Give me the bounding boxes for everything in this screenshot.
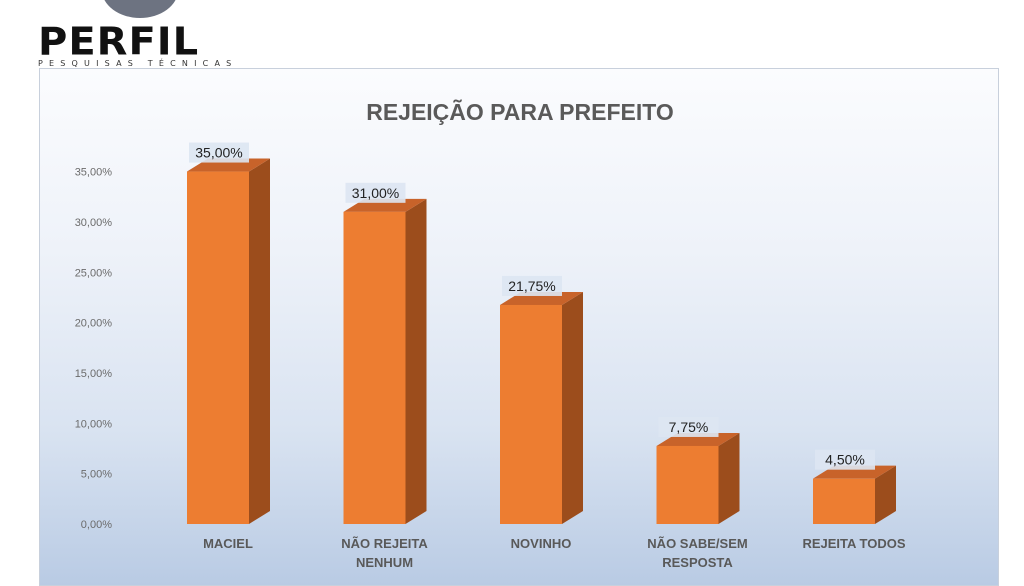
data-label-box (502, 275, 562, 296)
data-label: 21,75% (508, 278, 555, 294)
bar (656, 445, 719, 524)
category-label: NÃO REJEITA (341, 536, 428, 551)
bar (813, 478, 875, 524)
data-label-box (658, 416, 719, 437)
chart-panel: REJEIÇÃO PARA PREFEITO 0,00% 5,00% 10,00% 1… (39, 68, 999, 586)
bar-side (405, 198, 427, 524)
category-label: NÃO SABE/SEM (647, 536, 747, 551)
category-label: RESPOSTA (662, 555, 733, 570)
y-tick-label: 35,00% (75, 167, 113, 179)
y-tick-label: 0,00% (81, 519, 112, 531)
category-label: NENHUM (356, 555, 413, 570)
data-label-box (189, 142, 249, 163)
brand-logo: PERFIL PESQUISAS TÉCNICAS (38, 0, 238, 70)
bar (343, 211, 406, 524)
category-label: REJEITA TODOS (802, 536, 905, 551)
bar-chart: 0,00% 5,00% 10,00% 15,00% 20,00% 25,00% 30,00%… (75, 142, 906, 570)
data-label: 31,00% (352, 185, 399, 201)
data-label-box (815, 449, 875, 470)
y-tick-label: 10,00% (75, 418, 113, 430)
data-label-box (345, 182, 406, 203)
data-label: 4,50% (825, 452, 865, 468)
bar-side (249, 158, 270, 525)
bar-side (562, 291, 583, 524)
chart-title: REJEIÇÃO PARA PREFEITO (366, 99, 674, 125)
y-tick-label: 5,00% (81, 469, 112, 481)
data-label: 35,00% (195, 145, 242, 161)
bar-side (718, 432, 740, 524)
y-tick-label: 30,00% (75, 217, 113, 229)
bar-side (875, 465, 896, 524)
y-tick-label: 25,00% (75, 267, 113, 279)
bar (187, 171, 249, 525)
logo-subtitle: PESQUISAS TÉCNICAS (38, 59, 238, 68)
y-tick-label: 15,00% (75, 368, 113, 380)
y-tick-label: 20,00% (75, 318, 113, 330)
logo-circle-shape (102, 0, 178, 18)
category-label: NOVINHO (511, 536, 572, 551)
data-label: 7,75% (669, 419, 709, 435)
category-label: MACIEL (203, 536, 253, 551)
bar (500, 304, 562, 524)
logo-wordmark: PERFIL (38, 20, 200, 64)
